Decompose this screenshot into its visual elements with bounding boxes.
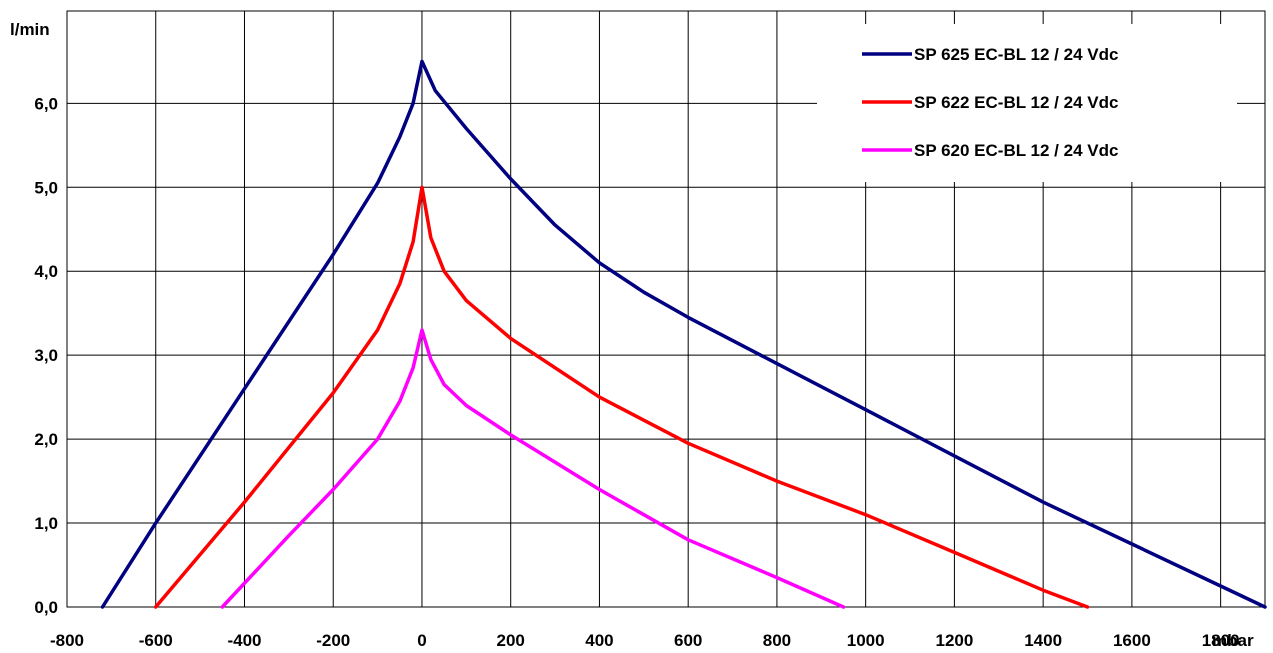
- legend-label-2: SP 622 EC-BL 12 / 24 Vdc: [914, 93, 1118, 112]
- y-tick-label: 0,0: [34, 598, 58, 617]
- x-axis-unit: mbar: [1212, 631, 1254, 650]
- legend-label-1: SP 625 EC-BL 12 / 24 Vdc: [914, 45, 1118, 64]
- y-tick-label: 1,0: [34, 514, 58, 533]
- series-lines: [100, 59, 1267, 609]
- legend-label-3: SP 620 EC-BL 12 / 24 Vdc: [914, 141, 1118, 160]
- x-tick-label: 200: [497, 631, 525, 650]
- x-tick-label: 1600: [1113, 631, 1151, 650]
- x-tick-label: -400: [227, 631, 261, 650]
- x-tick-label: 1200: [935, 631, 973, 650]
- x-tick-label: 1800: [1202, 631, 1240, 650]
- series-line-2: [153, 185, 1090, 609]
- y-tick-label: 3,0: [34, 346, 58, 365]
- x-tick-label: -800: [50, 631, 84, 650]
- x-tick-labels: -800 -600 -400 -200 0 200 400 600 800 1000 1200 140…: [50, 631, 1240, 650]
- x-tick-label: -200: [316, 631, 350, 650]
- y-tick-labels: 0,0 1,0 2,0 3,0 4,0 5,0 6,0: [34, 94, 58, 617]
- x-tick-label: -600: [139, 631, 173, 650]
- legend: SP 625 EC-BL 12 / 24 Vdc SP 622 EC-BL 12 …: [817, 24, 1237, 182]
- series-line-3: [220, 328, 846, 609]
- plot-border: [66, 10, 1266, 608]
- y-tick-label: 6,0: [34, 94, 58, 113]
- y-tick-label: 2,0: [34, 430, 58, 449]
- x-tick-label: 1000: [847, 631, 885, 650]
- x-tick-label: 800: [763, 631, 791, 650]
- y-axis-unit: l/min: [10, 20, 50, 39]
- legend-entries: SP 625 EC-BL 12 / 24 Vdc SP 622 EC-BL 12 …: [862, 45, 1118, 160]
- series-line-1: [100, 59, 1267, 609]
- y-tick-label: 5,0: [34, 178, 58, 197]
- y-tick-label: 4,0: [34, 262, 58, 281]
- x-tick-label: 600: [674, 631, 702, 650]
- x-tick-label: 0: [417, 631, 426, 650]
- x-tick-label: 1400: [1024, 631, 1062, 650]
- x-tick-label: 400: [585, 631, 613, 650]
